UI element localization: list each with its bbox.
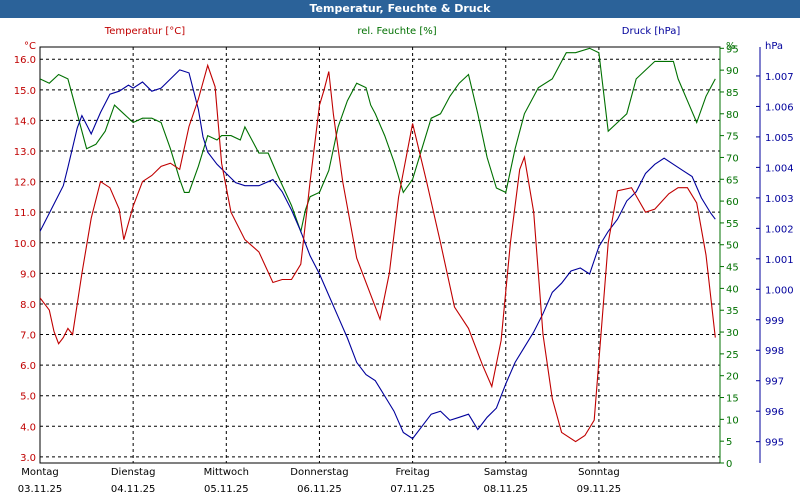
pressure-tick-label: 1.001	[765, 255, 794, 266]
pressure-tick-label: 999	[765, 316, 784, 327]
x-tick-day: Freitag	[395, 467, 429, 478]
humidity-tick-labels: 0 5 10 15 20 25 30 35 40 45 50 55 60 65 70 75 80 85 90 95	[720, 44, 739, 470]
pressure-tick-label: 1.005	[765, 133, 794, 144]
pressure-tick-label: 995	[765, 438, 784, 449]
temperature-tick-label: 6.0	[20, 361, 36, 372]
humidity-tick-label: 50	[726, 241, 739, 252]
humidity-tick-label: 80	[726, 110, 739, 121]
humidity-series-line	[40, 47, 716, 234]
pressure-tick-label: 1.007	[765, 72, 794, 83]
humidity-tick-label: 55	[726, 219, 739, 230]
x-tick-day: Samstag	[484, 467, 528, 478]
temperature-tick-label: 9.0	[20, 269, 36, 280]
temperature-tick-label: 7.0	[20, 331, 36, 342]
weather-chart: Temperatur [°C] rel. Feuchte [%] Druck […	[14, 26, 794, 495]
humidity-tick-label: 70	[726, 153, 739, 164]
x-tick-date: 03.11.25	[18, 484, 63, 495]
pressure-unit-label: hPa	[765, 41, 783, 52]
temperature-tick-label: 3.0	[20, 453, 36, 464]
x-tick-day: Mittwoch	[204, 467, 249, 478]
pressure-tick-label: 1.000	[765, 285, 794, 296]
humidity-tick-label: 45	[726, 263, 739, 274]
x-tick-day: Donnerstag	[290, 467, 348, 478]
humidity-tick-label: 35	[726, 306, 739, 317]
pressure-tick-label: 996	[765, 407, 784, 418]
temperature-tick-labels: 3.0 4.0 5.0 6.0 7.0 8.0 9.0 10.0 11.0 12.0 13.0 14.…	[14, 55, 36, 464]
pressure-tick-label: 1.003	[765, 194, 794, 205]
pressure-tick-label: 998	[765, 346, 784, 357]
temperature-tick-label: 10.0	[14, 239, 36, 250]
x-tick-day: Sonntag	[578, 467, 620, 478]
temperature-tick-label: 12.0	[14, 178, 36, 189]
x-tick-day: Montag	[21, 467, 58, 478]
humidity-tick-label: 15	[726, 394, 739, 405]
temperature-tick-label: 5.0	[20, 392, 36, 403]
plot-area	[39, 46, 721, 464]
humidity-tick-label: 85	[726, 88, 739, 99]
x-tick-date: 08.11.25	[483, 484, 528, 495]
humidity-unit-label: %	[726, 41, 736, 52]
pressure-tick-label: 1.002	[765, 224, 794, 235]
temperature-tick-label: 14.0	[14, 116, 36, 127]
humidity-tick-label: 10	[726, 415, 739, 426]
pressure-axis-label: Druck [hPa]	[622, 26, 681, 37]
x-tick-date: 07.11.25	[390, 484, 435, 495]
window-title: Temperatur, Feuchte & Druck	[309, 2, 491, 15]
temperature-axis-label: Temperatur [°C]	[104, 26, 185, 37]
temperature-tick-label: 4.0	[20, 422, 36, 433]
pressure-tick-labels: 995 996 997 998 999 1.000 1.001 1.002 1.003 1.004…	[756, 72, 794, 449]
x-tick-labels: Montag 03.11.25 Dienstag 04.11.25 Mittwoch 05…	[18, 467, 621, 495]
humidity-tick-label: 20	[726, 372, 739, 383]
temperature-tick-label: 11.0	[14, 208, 36, 219]
x-tick-date: 04.11.25	[111, 484, 156, 495]
temperature-unit-label: °C	[24, 41, 36, 52]
humidity-tick-label: 65	[726, 175, 739, 186]
temperature-tick-label: 13.0	[14, 147, 36, 158]
pressure-tick-label: 1.006	[765, 102, 794, 113]
temperature-tick-label: 15.0	[14, 86, 36, 97]
humidity-tick-label: 25	[726, 350, 739, 361]
humidity-tick-label: 30	[726, 328, 739, 339]
x-tick-date: 09.11.25	[577, 484, 622, 495]
humidity-tick-label: 75	[726, 132, 739, 143]
pressure-tick-label: 997	[765, 377, 784, 388]
temperature-tick-label: 16.0	[14, 55, 36, 66]
humidity-tick-label: 60	[726, 197, 739, 208]
window-title-bar: Temperatur, Feuchte & Druck	[0, 0, 800, 18]
humidity-tick-label: 90	[726, 66, 739, 77]
x-tick-day: Dienstag	[111, 467, 156, 478]
humidity-tick-label: 5	[726, 437, 732, 448]
humidity-tick-label: 95	[726, 44, 739, 55]
humidity-tick-label: 0	[726, 459, 732, 470]
humidity-tick-label: 40	[726, 284, 739, 295]
humidity-axis-label: rel. Feuchte [%]	[357, 26, 436, 37]
x-tick-date: 05.11.25	[204, 484, 249, 495]
pressure-tick-label: 1.004	[765, 163, 794, 174]
temperature-series-line	[40, 63, 716, 443]
x-tick-date: 06.11.25	[297, 484, 342, 495]
pressure-series-line	[40, 69, 716, 440]
temperature-tick-label: 8.0	[20, 300, 36, 311]
